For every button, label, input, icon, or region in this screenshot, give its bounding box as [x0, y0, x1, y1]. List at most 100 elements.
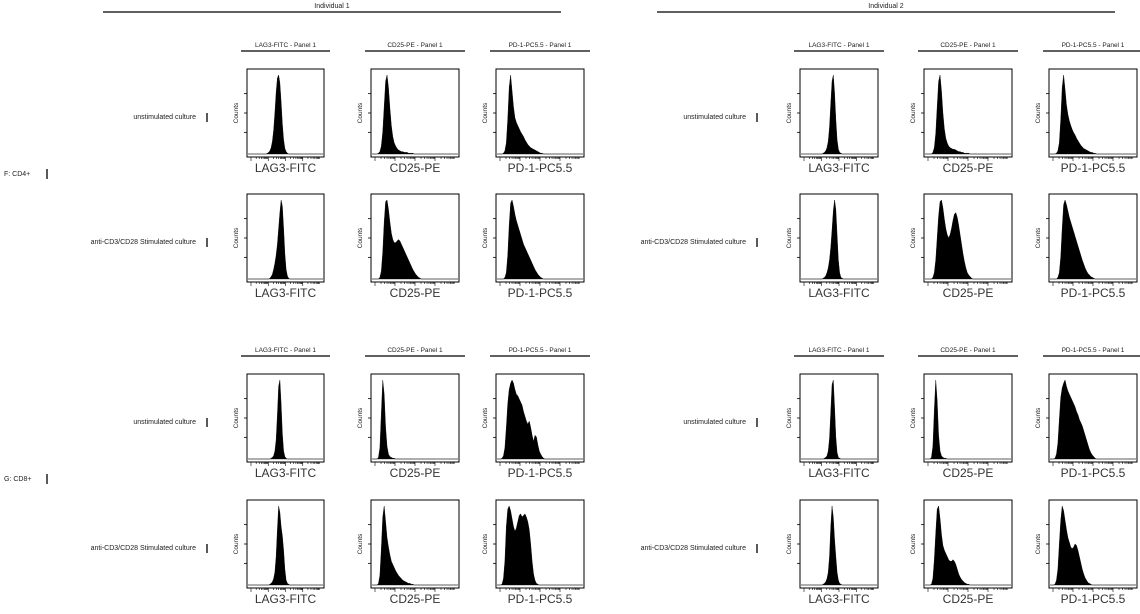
y-axis-label: Counts [482, 227, 489, 248]
y-axis-label: Counts [910, 102, 917, 123]
histogram-fill [1050, 74, 1136, 155]
column-title: PD-1-PC5.5 - Panel 1 [509, 42, 572, 49]
histogram-plot: Counts CD25-PE [910, 68, 1013, 175]
histogram-fill [925, 505, 1011, 586]
column-title: PD-1-PC5.5 - Panel 1 [509, 347, 572, 354]
column-title: PD-1-PC5.5 - Panel 1 [1062, 347, 1125, 354]
histogram-fill [248, 199, 323, 280]
histogram-plot: Counts CD25-PE [357, 373, 460, 480]
histogram-plot: Counts LAG3-FITC [786, 68, 879, 175]
x-axis-label: PD-1-PC5.5 [508, 592, 573, 606]
x-axis-label: LAG3-FITC [255, 161, 317, 175]
histogram-plot: Counts PD-1-PC5.5 [482, 193, 585, 300]
group-label: F: CD4+ [4, 171, 30, 178]
x-axis-label: CD25-PE [943, 592, 994, 606]
histogram-plot: Counts LAG3-FITC [786, 193, 879, 300]
y-axis-label: Counts [910, 533, 917, 554]
histogram-plot: Counts PD-1-PC5.5 [482, 68, 585, 175]
histogram-plot: Counts PD-1-PC5.5 [482, 373, 585, 480]
histogram-fill [497, 74, 583, 155]
x-axis-label: PD-1-PC5.5 [1061, 466, 1126, 480]
y-axis-label: Counts [482, 407, 489, 428]
histogram-fill [497, 199, 583, 280]
x-axis-label: PD-1-PC5.5 [508, 286, 573, 300]
y-axis-label: Counts [482, 102, 489, 123]
histogram-plot: Counts PD-1-PC5.5 [1035, 193, 1138, 300]
histogram-fill [497, 379, 583, 460]
column-title: CD25-PE - Panel 1 [387, 347, 443, 354]
x-axis-label: LAG3-FITC [808, 161, 870, 175]
histogram-fill [1050, 199, 1136, 280]
y-axis-label: Counts [357, 102, 364, 123]
histogram-plot: Counts CD25-PE [910, 373, 1013, 480]
y-axis-label: Counts [233, 407, 240, 428]
row-label: unstimulated culture [133, 419, 196, 426]
y-axis-label: Counts [910, 407, 917, 428]
column-title: PD-1-PC5.5 - Panel 1 [1062, 42, 1125, 49]
histogram-plot: Counts CD25-PE [910, 499, 1013, 606]
histogram-fill [248, 379, 323, 460]
histogram-plot: Counts PD-1-PC5.5 [1035, 373, 1138, 480]
histogram-plot: Counts PD-1-PC5.5 [1035, 499, 1138, 606]
y-axis-label: Counts [482, 533, 489, 554]
x-axis-label: CD25-PE [390, 592, 441, 606]
histogram-fill [248, 505, 323, 586]
x-axis-label: LAG3-FITC [808, 286, 870, 300]
histogram-fill [372, 379, 458, 460]
column-title: CD25-PE - Panel 1 [940, 347, 996, 354]
histogram-fill [372, 505, 458, 586]
histogram-plot: Counts CD25-PE [357, 68, 460, 175]
x-axis-label: PD-1-PC5.5 [1061, 286, 1126, 300]
histogram-plot: Counts LAG3-FITC [233, 68, 325, 175]
y-axis-label: Counts [1035, 227, 1042, 248]
y-axis-label: Counts [1035, 533, 1042, 554]
x-axis-label: PD-1-PC5.5 [508, 466, 573, 480]
plot-frame [246, 373, 325, 463]
x-axis-label: LAG3-FITC [255, 592, 317, 606]
x-axis-label: PD-1-PC5.5 [508, 161, 573, 175]
histogram-plot: Counts PD-1-PC5.5 [1035, 68, 1138, 175]
row-label: anti-CD3/CD28 Stimulated culture [91, 545, 197, 552]
column-title: LAG3-FITC - Panel 1 [255, 347, 316, 354]
x-axis-label: CD25-PE [390, 161, 441, 175]
x-axis-label: PD-1-PC5.5 [1061, 592, 1126, 606]
x-axis-label: LAG3-FITC [808, 466, 870, 480]
x-axis-label: CD25-PE [943, 286, 994, 300]
x-axis-label: LAG3-FITC [255, 466, 317, 480]
plot-frame [799, 68, 879, 158]
histogram-plot: Counts LAG3-FITC [233, 373, 325, 480]
histogram-plot: Counts PD-1-PC5.5 [482, 499, 585, 606]
column-title: LAG3-FITC - Panel 1 [808, 347, 869, 354]
histogram-plot: Counts CD25-PE [357, 193, 460, 300]
x-axis-label: PD-1-PC5.5 [1061, 161, 1126, 175]
histogram-plot: Counts CD25-PE [910, 193, 1013, 300]
row-label: unstimulated culture [133, 114, 196, 121]
histogram-fill [248, 74, 323, 155]
y-axis-label: Counts [1035, 102, 1042, 123]
y-axis-label: Counts [786, 407, 793, 428]
histogram-fill [801, 505, 877, 586]
histogram-fill [801, 379, 877, 460]
y-axis-label: Counts [233, 533, 240, 554]
y-axis-label: Counts [786, 533, 793, 554]
histogram-fill [372, 74, 458, 155]
histogram-plot: Counts LAG3-FITC [233, 499, 325, 606]
histogram-fill [497, 505, 583, 586]
row-label: anti-CD3/CD28 Stimulated culture [641, 545, 747, 552]
individual-header: Individual 2 [868, 3, 904, 10]
y-axis-label: Counts [1035, 407, 1042, 428]
histogram-fill [925, 199, 1011, 280]
column-title: LAG3-FITC - Panel 1 [255, 42, 316, 49]
y-axis-label: Counts [233, 102, 240, 123]
row-label: unstimulated culture [683, 114, 746, 121]
x-axis-label: LAG3-FITC [255, 286, 317, 300]
y-axis-label: Counts [910, 227, 917, 248]
x-axis-label: CD25-PE [390, 466, 441, 480]
histogram-fill [925, 74, 1011, 155]
histogram-fill [925, 379, 1011, 460]
plot-frame [799, 373, 879, 463]
x-axis-label: CD25-PE [390, 286, 441, 300]
x-axis-label: CD25-PE [943, 161, 994, 175]
column-title: LAG3-FITC - Panel 1 [808, 42, 869, 49]
